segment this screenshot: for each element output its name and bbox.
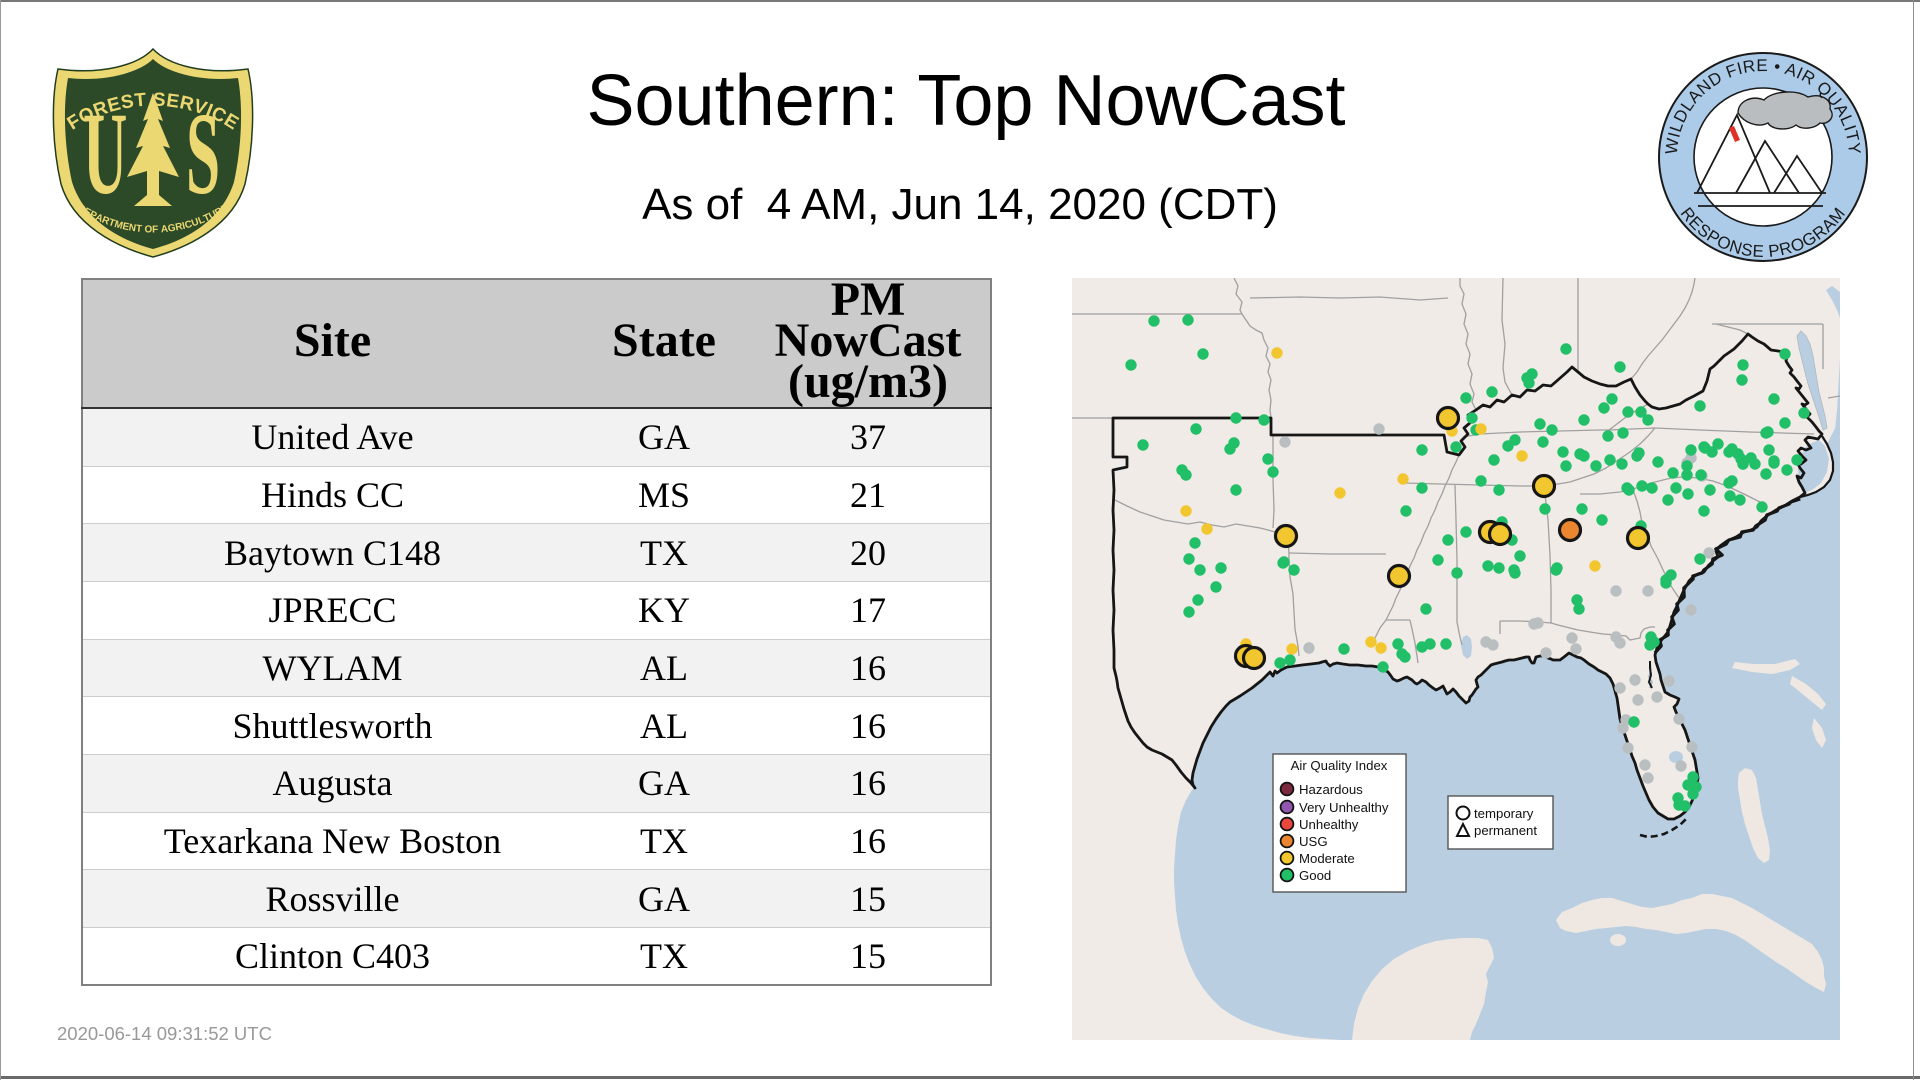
svg-text:Good: Good: [1299, 868, 1331, 883]
svg-text:G: G: [167, 223, 177, 235]
svg-text:A: A: [160, 224, 168, 236]
svg-text:R: R: [100, 215, 111, 228]
svg-text:U: U: [207, 209, 218, 222]
svg-text:F: F: [152, 224, 158, 235]
svg-text:temporary: temporary: [1474, 806, 1534, 821]
svg-text:Unhealthy: Unhealthy: [1299, 817, 1359, 832]
svg-text:E: E: [219, 202, 231, 215]
svg-text:M: M: [113, 219, 124, 232]
svg-text:D: D: [75, 202, 87, 215]
svg-text:S: S: [186, 89, 220, 219]
svg-text:E: E: [121, 221, 130, 233]
svg-text:I: I: [181, 221, 187, 232]
svg-text:C: C: [184, 219, 194, 232]
svg-text:T: T: [135, 223, 142, 235]
svg-text:permanent: permanent: [1474, 823, 1537, 838]
svg-text:L: L: [197, 214, 207, 226]
svg-text:T: T: [107, 217, 116, 229]
svg-text:O: O: [144, 224, 152, 235]
svg-text:U: U: [190, 217, 200, 230]
svg-text:Air Quality Index: Air Quality Index: [1291, 758, 1388, 773]
svg-text:U: U: [83, 89, 127, 219]
svg-text:Very Unhealthy: Very Unhealthy: [1299, 800, 1389, 815]
svg-text:USG: USG: [1299, 834, 1328, 849]
svg-text:P: P: [87, 209, 98, 222]
svg-text:Hazardous: Hazardous: [1299, 782, 1363, 797]
svg-text:N: N: [128, 222, 137, 234]
svg-text:A: A: [93, 212, 104, 225]
svg-text:Moderate: Moderate: [1299, 851, 1355, 866]
svg-text:R: R: [174, 221, 184, 233]
svg-text:E: E: [82, 206, 94, 219]
svg-text:T: T: [202, 212, 212, 225]
